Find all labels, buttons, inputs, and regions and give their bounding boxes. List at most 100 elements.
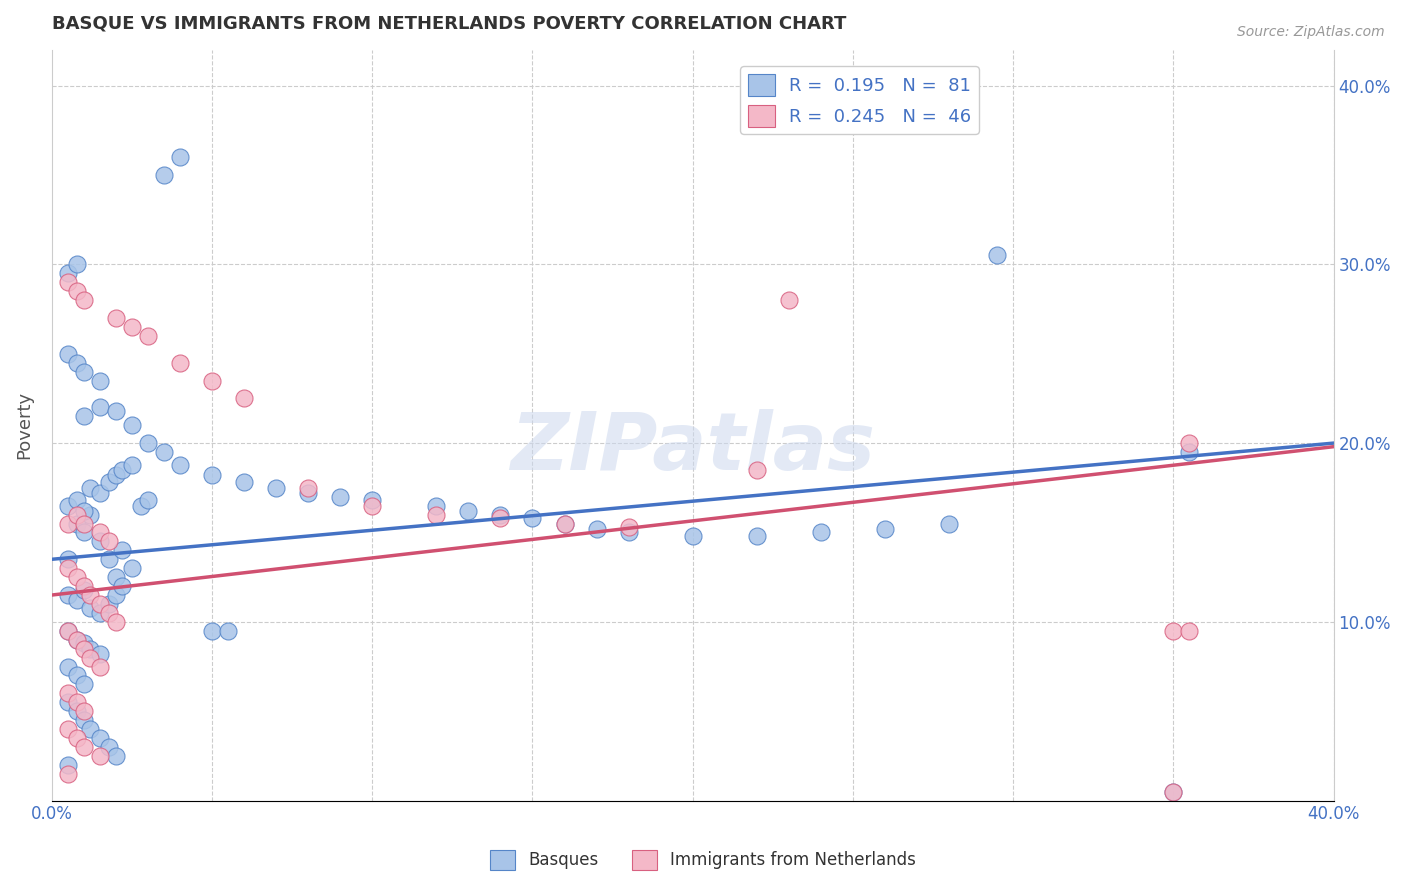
Point bbox=[938, 516, 960, 531]
Point bbox=[73, 525, 96, 540]
Point bbox=[104, 404, 127, 418]
Point bbox=[104, 748, 127, 763]
Point bbox=[201, 468, 224, 483]
Point bbox=[457, 504, 479, 518]
Y-axis label: Poverty: Poverty bbox=[15, 392, 32, 459]
Text: ZIPatlas: ZIPatlas bbox=[510, 409, 875, 487]
Point bbox=[201, 624, 224, 638]
Point bbox=[66, 570, 89, 584]
Point bbox=[56, 757, 79, 772]
Point bbox=[329, 490, 352, 504]
Point bbox=[79, 508, 101, 522]
Point bbox=[73, 636, 96, 650]
Point bbox=[297, 481, 319, 495]
Point bbox=[89, 525, 111, 540]
Point bbox=[56, 499, 79, 513]
Point bbox=[522, 511, 544, 525]
Point bbox=[89, 647, 111, 661]
Point bbox=[104, 615, 127, 629]
Point bbox=[169, 356, 191, 370]
Point bbox=[104, 468, 127, 483]
Point bbox=[73, 713, 96, 727]
Point bbox=[233, 475, 256, 490]
Point bbox=[98, 534, 121, 549]
Point bbox=[73, 409, 96, 424]
Point bbox=[1178, 445, 1201, 459]
Point bbox=[73, 504, 96, 518]
Point bbox=[89, 534, 111, 549]
Point bbox=[73, 516, 96, 531]
Point bbox=[73, 677, 96, 691]
Point bbox=[73, 704, 96, 718]
Point bbox=[153, 168, 176, 182]
Point bbox=[136, 329, 159, 343]
Point bbox=[425, 499, 447, 513]
Point bbox=[89, 401, 111, 415]
Point bbox=[66, 593, 89, 607]
Point bbox=[361, 493, 384, 508]
Text: Source: ZipAtlas.com: Source: ZipAtlas.com bbox=[1237, 25, 1385, 39]
Point bbox=[217, 624, 239, 638]
Point bbox=[682, 529, 704, 543]
Point bbox=[585, 522, 607, 536]
Point bbox=[136, 493, 159, 508]
Point bbox=[56, 516, 79, 531]
Point bbox=[73, 365, 96, 379]
Point bbox=[89, 748, 111, 763]
Point bbox=[79, 600, 101, 615]
Point bbox=[56, 561, 79, 575]
Point bbox=[121, 319, 143, 334]
Point bbox=[89, 374, 111, 388]
Point bbox=[56, 766, 79, 780]
Point bbox=[136, 436, 159, 450]
Point bbox=[810, 525, 832, 540]
Point bbox=[264, 481, 287, 495]
Point bbox=[89, 606, 111, 620]
Point bbox=[1178, 436, 1201, 450]
Point bbox=[56, 275, 79, 289]
Point bbox=[121, 418, 143, 433]
Point bbox=[111, 543, 134, 558]
Point bbox=[169, 458, 191, 472]
Point bbox=[79, 481, 101, 495]
Point bbox=[104, 570, 127, 584]
Point bbox=[553, 516, 575, 531]
Point bbox=[79, 641, 101, 656]
Point bbox=[56, 266, 79, 280]
Point bbox=[361, 499, 384, 513]
Point bbox=[66, 632, 89, 647]
Point bbox=[79, 650, 101, 665]
Point bbox=[489, 511, 512, 525]
Point bbox=[104, 310, 127, 325]
Point bbox=[489, 508, 512, 522]
Point bbox=[56, 624, 79, 638]
Point bbox=[56, 552, 79, 566]
Point bbox=[1163, 785, 1185, 799]
Legend: Basques, Immigrants from Netherlands: Basques, Immigrants from Netherlands bbox=[484, 843, 922, 877]
Point bbox=[56, 588, 79, 602]
Point bbox=[73, 579, 96, 593]
Point bbox=[778, 293, 800, 307]
Point bbox=[201, 374, 224, 388]
Point bbox=[104, 588, 127, 602]
Point bbox=[233, 392, 256, 406]
Point bbox=[79, 722, 101, 736]
Text: BASQUE VS IMMIGRANTS FROM NETHERLANDS POVERTY CORRELATION CHART: BASQUE VS IMMIGRANTS FROM NETHERLANDS PO… bbox=[52, 15, 846, 33]
Point bbox=[1163, 785, 1185, 799]
Point bbox=[73, 582, 96, 597]
Point bbox=[56, 686, 79, 700]
Point bbox=[111, 463, 134, 477]
Point bbox=[56, 659, 79, 673]
Point bbox=[121, 561, 143, 575]
Point bbox=[66, 356, 89, 370]
Point bbox=[169, 150, 191, 164]
Point bbox=[56, 722, 79, 736]
Point bbox=[89, 597, 111, 611]
Point bbox=[98, 739, 121, 754]
Point bbox=[73, 739, 96, 754]
Point bbox=[425, 508, 447, 522]
Point bbox=[66, 695, 89, 709]
Point bbox=[66, 731, 89, 745]
Point bbox=[986, 248, 1008, 262]
Point bbox=[66, 284, 89, 298]
